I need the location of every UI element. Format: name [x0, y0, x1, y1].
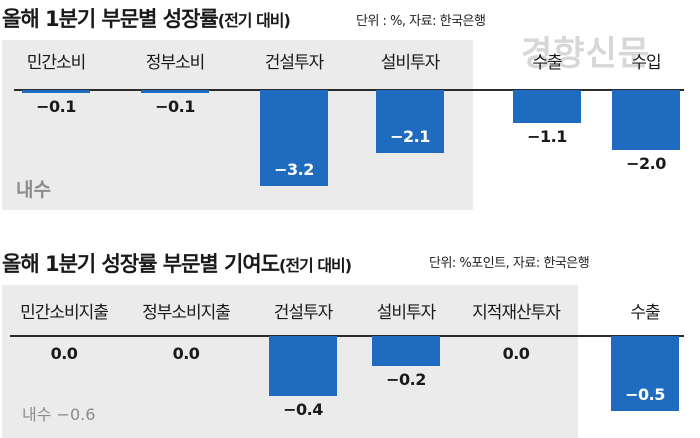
chart2-value-label: 0.0: [172, 344, 200, 363]
chart2-bar: [611, 336, 679, 411]
chart1-category-label: 설비투자: [380, 53, 441, 73]
chart1-category-label: 수입: [631, 53, 661, 73]
chart1-bar: [376, 90, 444, 153]
chart1-title: 올해 1분기 부문별 성장률(전기 대비): [2, 3, 291, 33]
chart2-category-label: 지적재산투자: [472, 303, 561, 323]
chart1-value-label: −2.0: [626, 154, 666, 173]
chart2-domestic-label-text: 내수: [22, 405, 52, 424]
chart1-bar: [612, 90, 680, 150]
chart1-category-label: 민간소비: [26, 53, 87, 73]
chart2-domestic-label: 내수 −0.6: [22, 401, 95, 425]
chart1-value-label: −0.1: [155, 97, 195, 116]
chart1-title-main: 올해 1분기 부문별 성장률: [2, 7, 219, 31]
chart2-category-label: 수출: [630, 303, 660, 323]
chart2-value-label: 0.0: [502, 344, 530, 363]
chart1-baseline: [14, 89, 684, 91]
chart1-bar: [260, 90, 328, 186]
chart1-category-label: 건설투자: [264, 53, 325, 73]
chart2-category-label: 건설투자: [273, 303, 334, 323]
watermark: 경향신문: [521, 34, 651, 74]
chart2-value-label: −0.5: [625, 385, 665, 404]
chart1-unit-note: 단위 : %, 자료: 한국은행: [356, 14, 486, 29]
chart2-domestic-total: −0.6: [56, 405, 96, 424]
chart2-unit-note: 단위: %포인트, 자료: 한국은행: [429, 256, 590, 271]
chart1-bar: [141, 90, 209, 93]
chart1-value-label: −1.1: [527, 127, 567, 146]
chart1-category-label: 정부소비: [145, 53, 206, 73]
chart1-bar: [22, 90, 90, 93]
chart2-category-label: 설비투자: [376, 303, 437, 323]
chart2-bar: [372, 336, 440, 366]
chart2-value-label: −0.2: [386, 370, 426, 389]
chart2-title: 올해 1분기 성장률 부문별 기여도(전기 대비): [2, 248, 352, 278]
chart1-bar: [513, 90, 581, 123]
chart1-value-label: −0.1: [36, 97, 76, 116]
chart2-bar: [269, 336, 337, 396]
chart1-value-label: −2.1: [390, 127, 430, 146]
chart1-domestic-label: 내수: [16, 179, 51, 201]
chart1-title-paren: (전기 대비): [217, 11, 291, 30]
chart2-baseline: [10, 335, 684, 337]
chart2-value-label: −0.4: [283, 400, 323, 419]
chart2-title-main: 올해 1분기 성장률 부문별 기여도: [2, 252, 280, 276]
chart1-value-label: −3.2: [274, 160, 314, 179]
chart2-title-paren: (전기 대비): [279, 256, 352, 275]
chart2-value-label: 0.0: [50, 344, 78, 363]
chart2-category-label: 정부소비지출: [142, 303, 231, 323]
chart1-category-label: 수출: [532, 53, 562, 73]
chart2-category-label: 민간소비지출: [20, 303, 109, 323]
